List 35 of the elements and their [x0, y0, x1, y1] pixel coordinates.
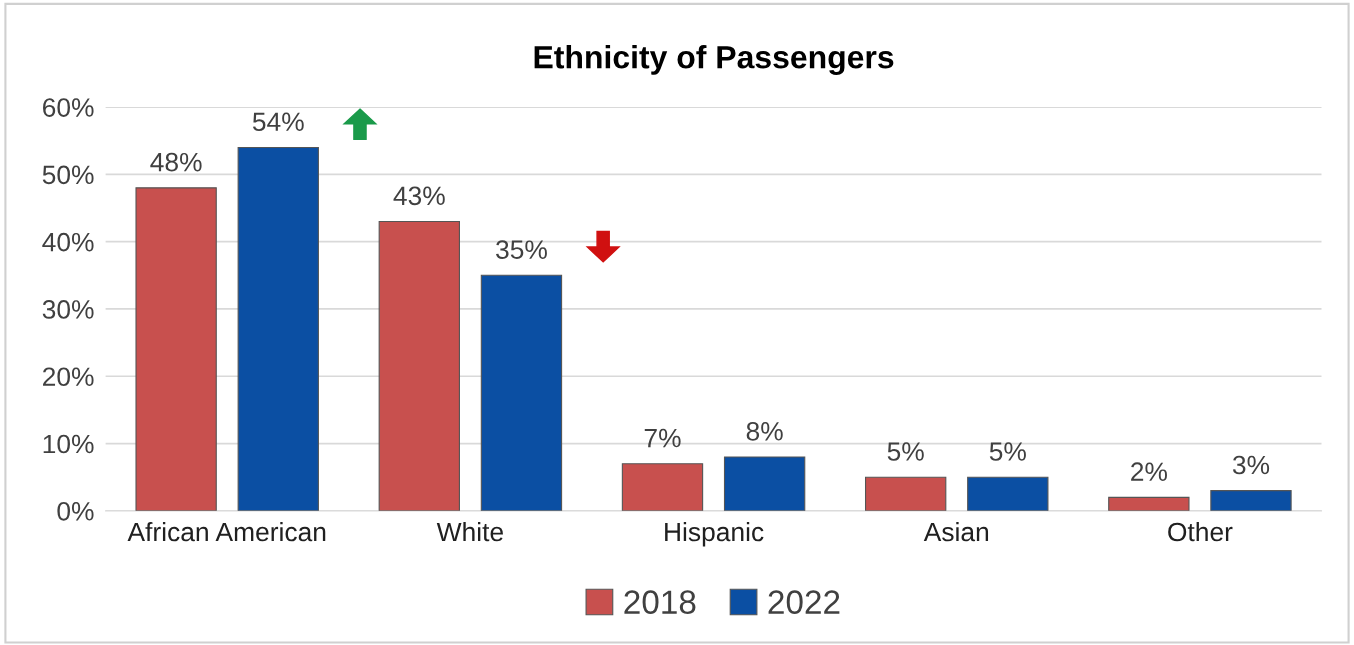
data-label: 7%	[644, 428, 681, 448]
bar	[480, 274, 563, 511]
bar	[1108, 496, 1190, 511]
bar	[1210, 490, 1292, 511]
y-tick-label: 50%	[42, 165, 94, 185]
bar	[864, 476, 947, 511]
data-label: 48%	[150, 152, 202, 172]
bar	[967, 476, 1049, 511]
y-tick-label: 40%	[42, 232, 94, 252]
x-tick-label: White	[436, 521, 503, 542]
y-tick-label: 10%	[43, 434, 94, 454]
bar	[723, 456, 806, 511]
y-tick-label: 30%	[42, 300, 94, 319]
y-tick-label: 20%	[43, 367, 94, 387]
bar	[378, 220, 460, 511]
legend-label: 2022	[768, 590, 840, 614]
y-tick-label: 0%	[57, 501, 94, 521]
bar	[237, 146, 319, 511]
bar	[135, 187, 217, 511]
data-label: 8%	[746, 421, 783, 441]
data-label: 54%	[252, 112, 304, 132]
data-label: 5%	[989, 442, 1026, 461]
x-tick-label: Other	[1168, 521, 1233, 542]
legend-label: 2018	[624, 590, 696, 614]
bar	[621, 463, 704, 511]
x-tick-label: Asian	[923, 521, 989, 542]
x-tick-label: African American	[127, 521, 326, 542]
y-tick-label: 60%	[43, 98, 94, 117]
data-label: 43%	[393, 186, 445, 206]
data-label: 3%	[1232, 455, 1270, 475]
data-label: 5%	[887, 442, 924, 461]
x-tick-label: Hispanic	[665, 521, 764, 547]
data-label: 35%	[496, 240, 547, 259]
chart-title: Ethnicity of Passengers	[534, 45, 894, 75]
data-label: 2%	[1131, 462, 1167, 481]
